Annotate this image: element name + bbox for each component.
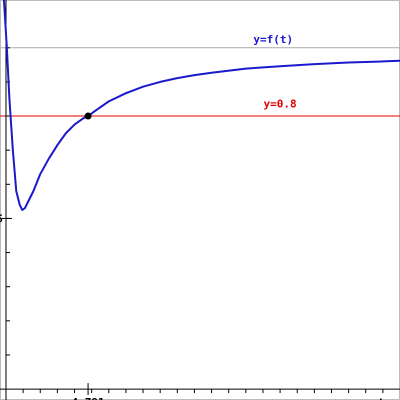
- series-line-f-t: [2, 0, 400, 211]
- x-tick-label: 4.791: [72, 396, 105, 400]
- y-tick-label: .5: [0, 212, 3, 225]
- x-axis-label: t: [378, 396, 385, 400]
- hline-label-0-8: y=0.8: [264, 98, 297, 111]
- intersection-point: [84, 112, 92, 120]
- curve-label-f-t: y=f(t): [253, 33, 293, 46]
